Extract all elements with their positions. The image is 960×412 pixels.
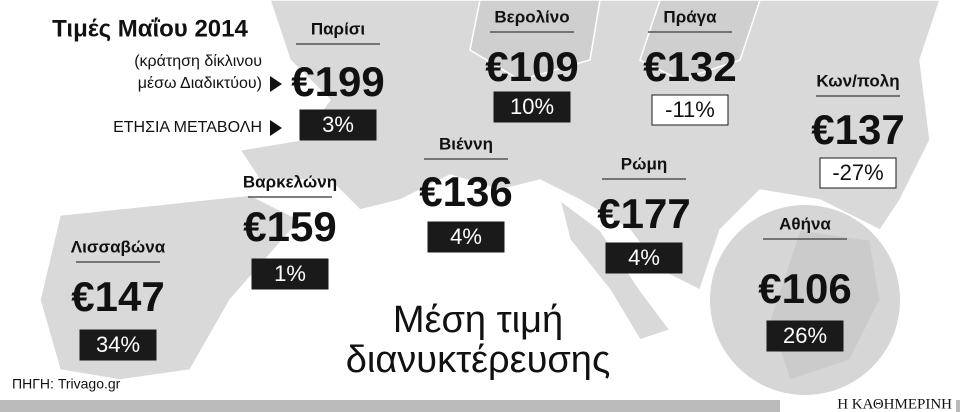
change-box bbox=[251, 258, 329, 290]
city-labels: Παρίσι €199 3% Βερολίνο €109 10% Πράγα €132 -11%… bbox=[71, 7, 905, 361]
change-box bbox=[299, 109, 377, 141]
city-name: Λισσαβώνα bbox=[71, 237, 166, 256]
city-name: Πράγα bbox=[663, 7, 717, 26]
center-title: Μέση τιμή bbox=[393, 299, 563, 341]
change-box bbox=[427, 221, 505, 253]
change: -11% bbox=[665, 97, 715, 122]
change: 3% bbox=[322, 112, 354, 137]
change: 10% bbox=[510, 94, 554, 119]
change: -27% bbox=[832, 160, 883, 185]
change: 34% bbox=[96, 332, 140, 357]
change-box bbox=[79, 329, 157, 361]
city-name: Ρώμη bbox=[621, 154, 667, 173]
price: €136 bbox=[419, 168, 512, 215]
change-box bbox=[651, 94, 729, 126]
footer-logo-bg bbox=[780, 396, 956, 412]
center-title: διανυκτέρευσης bbox=[346, 339, 611, 381]
city-name: Κων/πολη bbox=[816, 71, 899, 90]
price: €159 bbox=[243, 203, 336, 250]
subtitle: μέσω Διαδικτύου) bbox=[138, 75, 262, 92]
footer-bar bbox=[0, 400, 960, 412]
arrow bbox=[270, 120, 282, 136]
change: 4% bbox=[450, 224, 482, 249]
change-label: ΕΤΗΣΙΑ ΜΕΤΑΒΟΛΗ bbox=[113, 119, 262, 136]
city-name: Βαρκελώνη bbox=[243, 172, 337, 191]
city-name: Βιέννη bbox=[439, 134, 493, 153]
price: €137 bbox=[811, 106, 904, 153]
change-box bbox=[605, 242, 683, 274]
city-name: Παρίσι bbox=[311, 19, 366, 38]
publisher: Η ΚΑΘΗΜΕΡΙΝΗ bbox=[837, 396, 952, 412]
title: Τιμές Μαΐου 2014 bbox=[52, 15, 248, 42]
change: 1% bbox=[274, 261, 306, 286]
source: ΠΗΓΗ: Trivago.gr bbox=[12, 376, 121, 392]
price: €109 bbox=[485, 43, 578, 90]
athens-highlight bbox=[710, 205, 900, 395]
city-name: Αθήνα bbox=[779, 214, 831, 233]
change: 4% bbox=[628, 245, 660, 270]
subtitle: (κράτηση δίκλινου bbox=[134, 53, 262, 70]
arrow bbox=[270, 76, 282, 92]
change-box bbox=[819, 157, 897, 189]
city-name: Βερολίνο bbox=[494, 7, 569, 26]
price: €177 bbox=[597, 190, 690, 237]
change: 26% bbox=[783, 323, 827, 348]
price: €199 bbox=[291, 58, 384, 105]
price: €147 bbox=[71, 273, 164, 320]
change-box bbox=[493, 91, 571, 123]
change-box bbox=[766, 320, 844, 352]
price: €132 bbox=[643, 43, 736, 90]
price: €106 bbox=[758, 265, 851, 312]
